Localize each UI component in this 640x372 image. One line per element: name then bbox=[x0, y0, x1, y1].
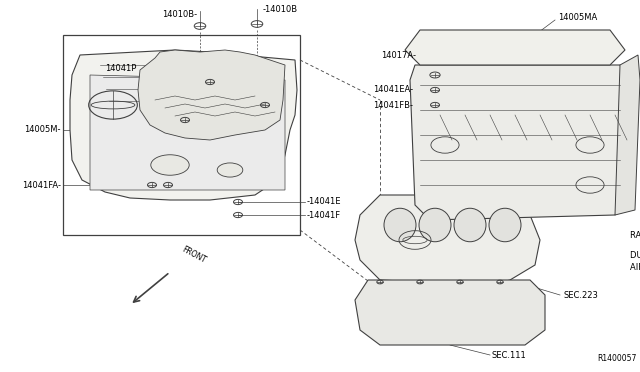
Text: SEC.111: SEC.111 bbox=[492, 352, 527, 360]
Polygon shape bbox=[138, 50, 285, 140]
Text: R1400057: R1400057 bbox=[597, 354, 637, 363]
Text: 14041EA-: 14041EA- bbox=[373, 86, 413, 94]
Text: SEC.223: SEC.223 bbox=[563, 292, 598, 301]
Polygon shape bbox=[90, 75, 285, 190]
Polygon shape bbox=[70, 50, 297, 200]
Text: DUCT ASSY-: DUCT ASSY- bbox=[630, 250, 640, 260]
Ellipse shape bbox=[419, 208, 451, 242]
Polygon shape bbox=[355, 195, 540, 285]
Ellipse shape bbox=[151, 155, 189, 175]
Text: -14041E: -14041E bbox=[307, 198, 342, 206]
Polygon shape bbox=[355, 280, 545, 345]
Text: 14041P: 14041P bbox=[105, 64, 136, 73]
Ellipse shape bbox=[489, 208, 521, 242]
Text: 14005MA: 14005MA bbox=[558, 13, 597, 22]
Text: 14010B-: 14010B- bbox=[162, 10, 197, 19]
Polygon shape bbox=[410, 65, 630, 220]
Text: 14041FB-: 14041FB- bbox=[373, 100, 413, 109]
Ellipse shape bbox=[217, 163, 243, 177]
Text: 14041FA-: 14041FA- bbox=[22, 180, 61, 189]
Text: 14005M-: 14005M- bbox=[24, 125, 61, 135]
Text: -14041F: -14041F bbox=[307, 211, 341, 219]
Bar bbox=[63, 35, 300, 235]
Ellipse shape bbox=[454, 208, 486, 242]
Ellipse shape bbox=[384, 208, 416, 242]
Text: RAD CORE: RAD CORE bbox=[630, 231, 640, 240]
Polygon shape bbox=[615, 55, 640, 215]
Text: AIR DUST SIDE: AIR DUST SIDE bbox=[630, 263, 640, 273]
Text: FRONT: FRONT bbox=[180, 245, 207, 265]
Text: 14017A-: 14017A- bbox=[381, 51, 416, 60]
Polygon shape bbox=[405, 30, 625, 65]
Text: -14010B: -14010B bbox=[263, 5, 298, 14]
